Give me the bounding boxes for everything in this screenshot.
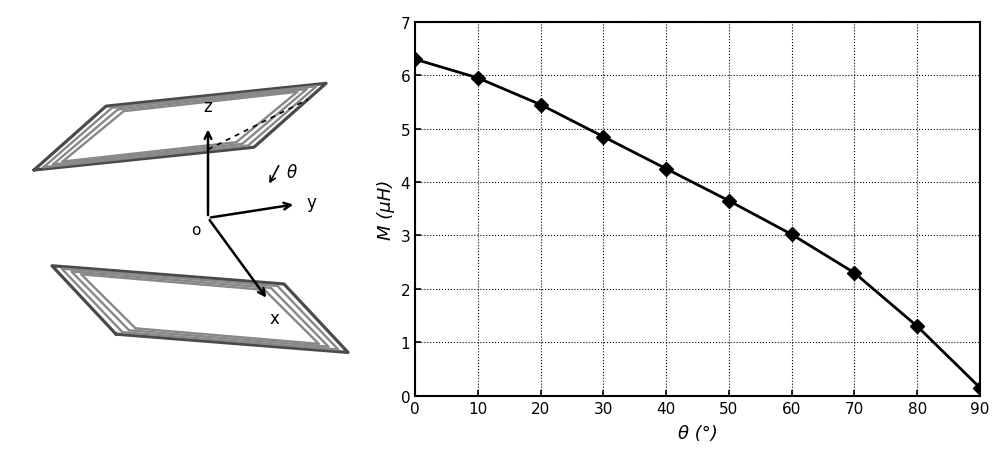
Text: y: y [306,193,316,212]
Text: $\theta$: $\theta$ [286,164,298,182]
Text: x: x [269,309,279,327]
X-axis label: θ (°): θ (°) [678,424,717,442]
Y-axis label: M (μH): M (μH) [377,179,395,239]
Text: o: o [191,222,201,237]
Text: z: z [204,98,212,116]
